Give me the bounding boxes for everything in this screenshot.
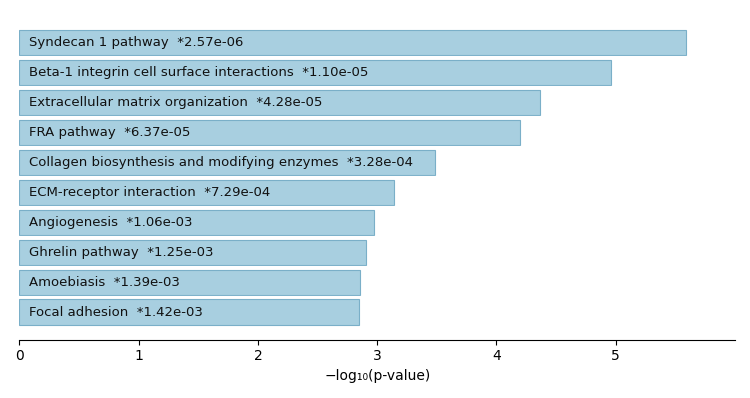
Text: FRA pathway  *6.37e-05: FRA pathway *6.37e-05 — [29, 126, 190, 139]
Bar — [20, 240, 366, 265]
Text: Amoebiasis  *1.39e-03: Amoebiasis *1.39e-03 — [29, 276, 180, 289]
Text: Syndecan 1 pathway  *2.57e-06: Syndecan 1 pathway *2.57e-06 — [29, 36, 243, 49]
Bar — [20, 210, 374, 235]
Bar — [20, 299, 359, 325]
Text: ECM-receptor interaction  *7.29e-04: ECM-receptor interaction *7.29e-04 — [29, 186, 270, 199]
Text: Focal adhesion  *1.42e-03: Focal adhesion *1.42e-03 — [29, 306, 202, 319]
Bar — [20, 269, 360, 295]
Bar — [20, 179, 394, 205]
Text: Extracellular matrix organization  *4.28e-05: Extracellular matrix organization *4.28e… — [29, 96, 322, 109]
X-axis label: −log₁₀(p-value): −log₁₀(p-value) — [324, 369, 430, 383]
Bar — [20, 150, 435, 175]
Bar — [20, 30, 686, 55]
Text: Beta-1 integrin cell surface interactions  *1.10e-05: Beta-1 integrin cell surface interaction… — [29, 66, 368, 79]
Text: Collagen biosynthesis and modifying enzymes  *3.28e-04: Collagen biosynthesis and modifying enzy… — [29, 156, 413, 169]
Bar — [20, 120, 520, 145]
Text: Ghrelin pathway  *1.25e-03: Ghrelin pathway *1.25e-03 — [29, 246, 214, 259]
Bar — [20, 90, 541, 115]
Bar — [20, 60, 610, 85]
Text: Angiogenesis  *1.06e-03: Angiogenesis *1.06e-03 — [29, 216, 193, 229]
